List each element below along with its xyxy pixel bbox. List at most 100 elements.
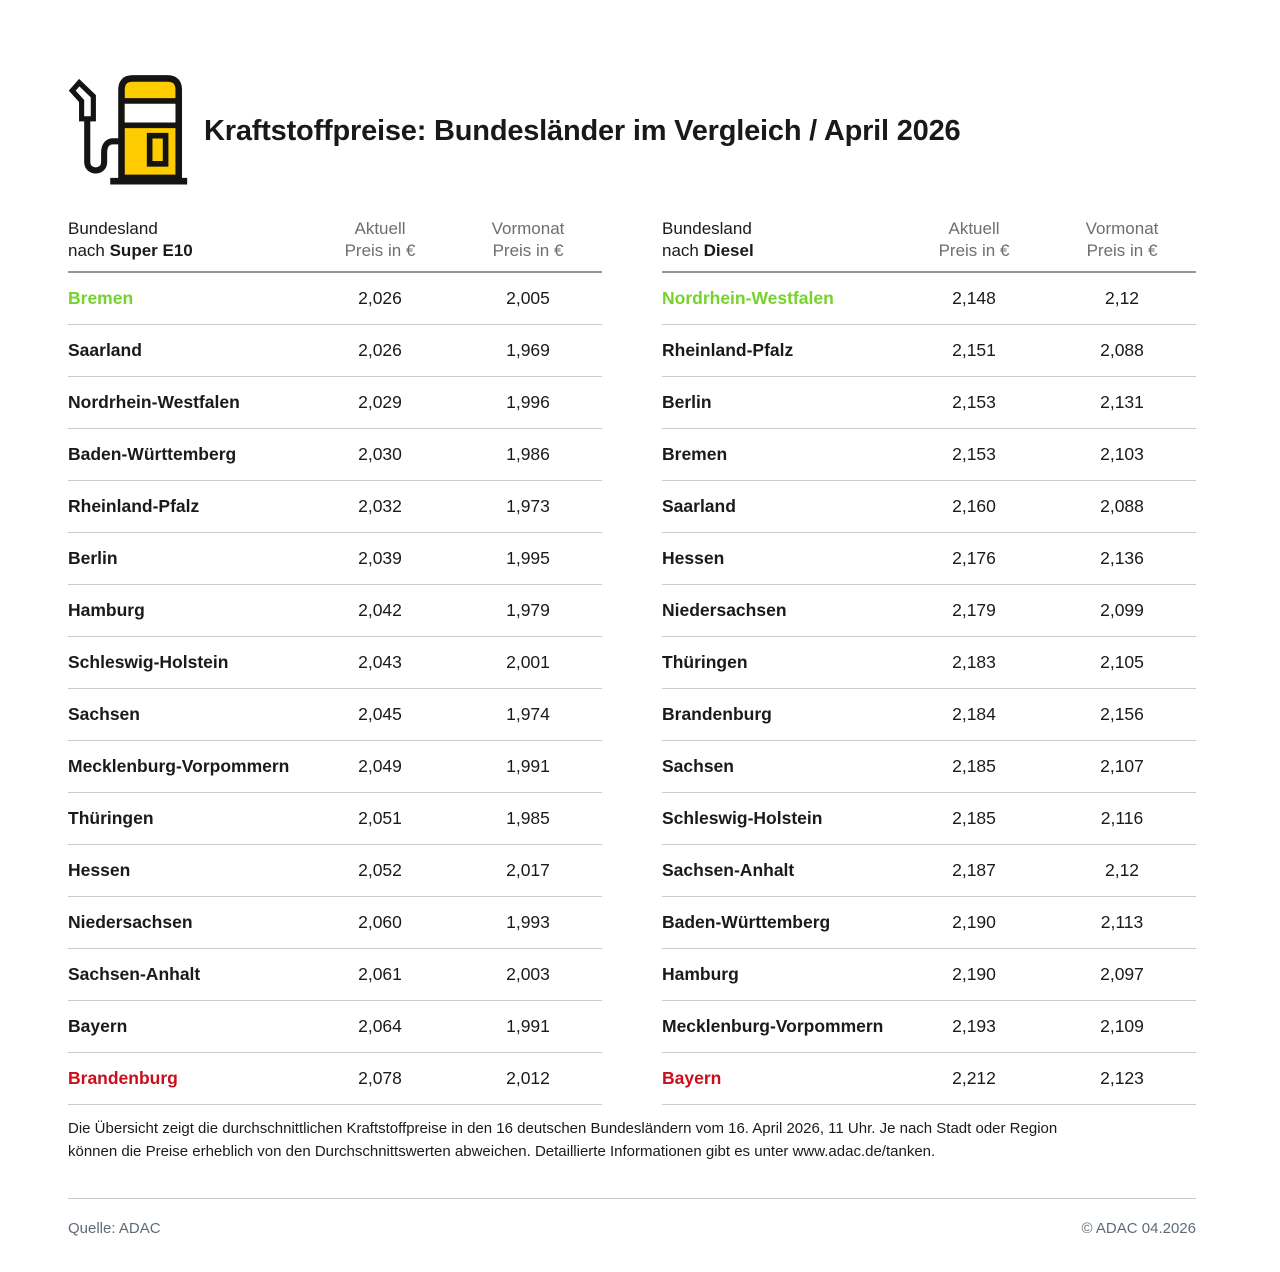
table-row: Bremen 2,153 2,103 bbox=[662, 429, 1196, 481]
state-name: Berlin bbox=[662, 392, 712, 412]
masthead: Kraftstoffpreise: Bundesländer im Vergle… bbox=[68, 70, 1196, 192]
current-price-cell: 2,030 bbox=[358, 444, 402, 464]
current-price-cell: 2,045 bbox=[358, 704, 402, 724]
current-price-cell: 2,060 bbox=[358, 912, 402, 932]
state-name: Saarland bbox=[68, 340, 142, 360]
table-row: Bremen 2,026 2,005 bbox=[68, 273, 602, 325]
previous-price-cell: 2,156 bbox=[1100, 704, 1144, 724]
previous-price-cell: 1,986 bbox=[506, 444, 550, 464]
table-header-super-e10: Bundesland nach Super E10 Aktuell Preis … bbox=[68, 218, 602, 273]
fuel-pump-icon bbox=[68, 70, 190, 192]
previous-price-cell: 2,123 bbox=[1100, 1068, 1144, 1088]
table-body-super-e10: Bremen 2,026 2,005 Saarland 2,026 1,969 … bbox=[68, 273, 602, 1105]
table-body-diesel: Nordrhein-Westfalen 2,148 2,12 Rheinland… bbox=[662, 273, 1196, 1105]
fuel-type-label: Diesel bbox=[703, 241, 754, 260]
current-price-cell: 2,061 bbox=[358, 964, 402, 984]
table-row: Rheinland-Pfalz 2,151 2,088 bbox=[662, 325, 1196, 377]
state-name: Nordrhein-Westfalen bbox=[662, 288, 834, 308]
current-price-cell: 2,078 bbox=[358, 1068, 402, 1088]
table-row: Hamburg 2,190 2,097 bbox=[662, 949, 1196, 1001]
previous-price-cell: 2,012 bbox=[506, 1068, 550, 1088]
current-column-header: Aktuell Preis in € bbox=[344, 219, 416, 260]
previous-price-cell: 2,109 bbox=[1100, 1016, 1144, 1036]
previous-price-cell: 2,12 bbox=[1104, 288, 1140, 308]
previous-price-cell: 2,088 bbox=[1100, 340, 1144, 360]
state-name: Bremen bbox=[68, 288, 134, 308]
name-header-line1: Bundesland bbox=[662, 219, 752, 238]
previous-price-cell: 2,116 bbox=[1100, 808, 1144, 828]
state-name: Nordrhein-Westfalen bbox=[68, 392, 240, 412]
current-price-cell: 2,043 bbox=[358, 652, 402, 672]
current-price-cell: 2,032 bbox=[358, 496, 402, 516]
name-column-header: Bundesland nach Super E10 bbox=[68, 218, 306, 262]
previous-price-cell: 2,103 bbox=[1100, 444, 1144, 464]
table-row: Sachsen-Anhalt 2,187 2,12 bbox=[662, 845, 1196, 897]
current-price-cell: 2,187 bbox=[952, 860, 996, 880]
table-row: Sachsen-Anhalt 2,061 2,003 bbox=[68, 949, 602, 1001]
state-name: Mecklenburg-Vorpommern bbox=[68, 756, 290, 776]
table-row: Brandenburg 2,184 2,156 bbox=[662, 689, 1196, 741]
previous-price-cell: 2,136 bbox=[1100, 548, 1144, 568]
previous-price-cell: 1,991 bbox=[506, 756, 550, 776]
state-name: Baden-Württemberg bbox=[68, 444, 237, 464]
current-price-cell: 2,179 bbox=[952, 600, 996, 620]
current-price-cell: 2,185 bbox=[952, 756, 996, 776]
table-row: Berlin 2,153 2,131 bbox=[662, 377, 1196, 429]
current-price-cell: 2,026 bbox=[358, 288, 402, 308]
state-name: Sachsen-Anhalt bbox=[68, 964, 201, 984]
current-price-cell: 2,049 bbox=[358, 756, 402, 776]
state-name: Sachsen bbox=[662, 756, 734, 776]
previous-price-cell: 1,995 bbox=[506, 548, 550, 568]
table-row: Baden-Württemberg 2,190 2,113 bbox=[662, 897, 1196, 949]
state-name: Niedersachsen bbox=[662, 600, 787, 620]
state-name: Thüringen bbox=[662, 652, 748, 672]
current-column-header: Aktuell Preis in € bbox=[938, 219, 1010, 260]
table-row: Baden-Württemberg 2,030 1,986 bbox=[68, 429, 602, 481]
current-price-cell: 2,151 bbox=[952, 340, 996, 360]
table-row: Saarland 2,160 2,088 bbox=[662, 481, 1196, 533]
previous-price-cell: 1,973 bbox=[506, 496, 550, 516]
current-price-cell: 2,212 bbox=[952, 1068, 996, 1088]
current-price-cell: 2,190 bbox=[952, 964, 996, 984]
state-name: Hessen bbox=[68, 860, 131, 880]
source-label: Quelle: ADAC bbox=[68, 1220, 161, 1237]
state-name: Brandenburg bbox=[662, 704, 772, 724]
current-price-cell: 2,042 bbox=[358, 600, 402, 620]
previous-price-cell: 1,996 bbox=[506, 392, 550, 412]
state-name: Sachsen bbox=[68, 704, 140, 724]
state-name: Bremen bbox=[662, 444, 728, 464]
state-name: Baden-Württemberg bbox=[662, 912, 831, 932]
current-price-cell: 2,029 bbox=[358, 392, 402, 412]
previous-price-cell: 2,088 bbox=[1100, 496, 1144, 516]
table-row: Niedersachsen 2,179 2,099 bbox=[662, 585, 1196, 637]
state-name: Hessen bbox=[662, 548, 725, 568]
previous-price-cell: 1,991 bbox=[506, 1016, 550, 1036]
table-row: Sachsen 2,045 1,974 bbox=[68, 689, 602, 741]
previous-column-header: Vormonat Preis in € bbox=[491, 219, 565, 260]
table-super-e10: Bundesland nach Super E10 Aktuell Preis … bbox=[68, 218, 602, 1105]
previous-price-cell: 2,12 bbox=[1104, 860, 1140, 880]
current-price-cell: 2,184 bbox=[952, 704, 996, 724]
table-row: Sachsen 2,185 2,107 bbox=[662, 741, 1196, 793]
page-title: Kraftstoffpreise: Bundesländer im Vergle… bbox=[204, 114, 961, 147]
state-name: Berlin bbox=[68, 548, 118, 568]
previous-price-cell: 2,017 bbox=[506, 860, 550, 880]
previous-price-cell: 1,979 bbox=[506, 600, 550, 620]
table-row: Hessen 2,176 2,136 bbox=[662, 533, 1196, 585]
previous-price-cell: 2,113 bbox=[1100, 912, 1144, 932]
previous-price-cell: 1,985 bbox=[506, 808, 550, 828]
table-row: Rheinland-Pfalz 2,032 1,973 bbox=[68, 481, 602, 533]
table-row: Niedersachsen 2,060 1,993 bbox=[68, 897, 602, 949]
name-header-line1: Bundesland bbox=[68, 219, 158, 238]
state-name: Thüringen bbox=[68, 808, 154, 828]
table-row: Hamburg 2,042 1,979 bbox=[68, 585, 602, 637]
current-price-cell: 2,153 bbox=[952, 444, 996, 464]
table-row: Hessen 2,052 2,017 bbox=[68, 845, 602, 897]
current-price-cell: 2,176 bbox=[952, 548, 996, 568]
state-name: Niedersachsen bbox=[68, 912, 193, 932]
table-row: Bayern 2,064 1,991 bbox=[68, 1001, 602, 1053]
table-row: Berlin 2,039 1,995 bbox=[68, 533, 602, 585]
footer-divider bbox=[68, 1198, 1196, 1199]
state-name: Mecklenburg-Vorpommern bbox=[662, 1016, 884, 1036]
